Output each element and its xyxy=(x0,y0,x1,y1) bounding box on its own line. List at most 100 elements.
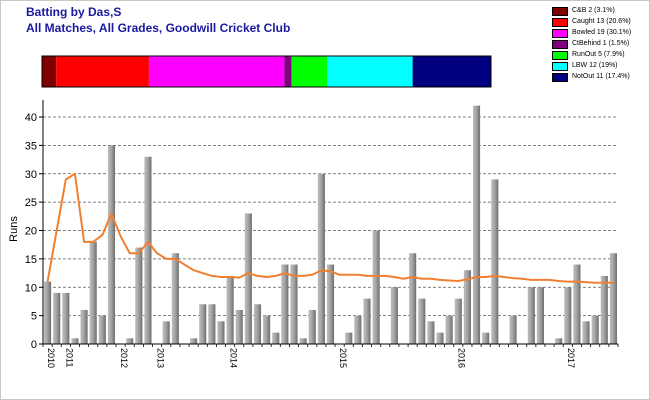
average-line-path xyxy=(46,172,614,284)
axes xyxy=(39,100,619,347)
chart-subtitle: All Matches, All Grades, Goodwill Cricke… xyxy=(26,21,291,35)
year-tick-label: 2013 xyxy=(156,348,166,368)
legend-label: C&B 2 (3.1%) xyxy=(572,7,615,14)
score-bar xyxy=(126,338,134,344)
score-bar xyxy=(281,264,289,344)
legend-swatch xyxy=(552,40,568,49)
score-bar xyxy=(272,332,280,344)
score-bar xyxy=(564,287,572,344)
score-bar xyxy=(555,338,563,344)
score-bar xyxy=(418,298,426,344)
score-bar xyxy=(107,145,116,344)
year-tick-label: 2011 xyxy=(64,348,74,367)
y-axis-label: Runs xyxy=(8,216,20,242)
score-bar xyxy=(527,287,535,344)
year-tick-label: 2014 xyxy=(229,348,239,368)
score-bar xyxy=(62,292,70,344)
score-bar xyxy=(190,338,198,344)
year-tick-label: 2012 xyxy=(119,348,129,368)
legend-swatch xyxy=(552,18,568,27)
score-bar xyxy=(409,253,417,344)
y-tick-label: 15 xyxy=(25,254,37,266)
score-bar xyxy=(299,338,307,344)
legend-label: CtBehind 1 (1.5%) xyxy=(572,40,630,47)
score-bar xyxy=(491,179,499,344)
score-bar xyxy=(162,321,170,344)
y-tick-label: 10 xyxy=(25,282,37,294)
score-bar xyxy=(436,332,444,344)
dismissal-segment xyxy=(291,56,328,87)
y-tick-label: 40 xyxy=(25,112,37,124)
legend-label: RunOut 5 (7.9%) xyxy=(572,51,625,58)
score-bar xyxy=(290,264,298,344)
score-bar xyxy=(600,275,608,344)
legend-swatch xyxy=(552,29,568,38)
y-tick-label: 30 xyxy=(25,169,37,181)
score-bar xyxy=(345,332,353,344)
score-bar xyxy=(472,105,481,345)
score-bar xyxy=(208,304,216,344)
score-bar xyxy=(390,287,398,344)
y-tick-label: 20 xyxy=(25,226,37,238)
score-bar xyxy=(144,156,152,344)
year-tick-label: 2016 xyxy=(457,348,467,368)
legend-swatch xyxy=(552,73,568,82)
score-bar xyxy=(80,309,88,344)
dismissal-segment xyxy=(412,56,491,87)
score-bar xyxy=(98,315,106,344)
score-bar xyxy=(454,298,462,344)
score-bar xyxy=(326,264,335,344)
score-bar xyxy=(609,253,617,344)
score-bar xyxy=(217,321,225,344)
score-bar xyxy=(445,315,453,344)
score-bar xyxy=(463,270,471,344)
score-bar xyxy=(235,309,243,344)
score-bar xyxy=(354,315,362,344)
score-bar xyxy=(44,281,52,344)
year-tick-label: 2015 xyxy=(338,348,348,368)
year-tick-label: 2017 xyxy=(566,348,576,368)
dismissal-segment xyxy=(284,56,292,87)
score-bar xyxy=(509,315,517,344)
score-bar xyxy=(89,241,97,344)
score-bar xyxy=(573,264,581,344)
score-bar xyxy=(135,247,143,344)
score-bar xyxy=(591,315,599,344)
score-bar xyxy=(263,315,271,344)
year-tick-labels: 2010 2011 2012 2013 2014 2015 2016 2017 xyxy=(46,348,576,368)
y-tick-label: 0 xyxy=(31,339,37,351)
score-bar xyxy=(317,173,325,344)
score-bar xyxy=(171,253,179,344)
legend-swatch xyxy=(552,7,568,16)
dismissal-bar-border xyxy=(41,55,492,88)
dismissal-segment xyxy=(327,56,413,87)
average-line xyxy=(46,172,614,284)
y-tick-label: 5 xyxy=(31,311,37,323)
legend-label: LBW 12 (19%) xyxy=(572,62,618,69)
score-bar xyxy=(308,309,316,344)
score-bar xyxy=(226,275,234,344)
y-tick-labels: 0 5 10 15 20 25 30 35 40 xyxy=(25,112,37,351)
score-bar xyxy=(253,304,262,344)
chart-title: Batting by Das,S xyxy=(26,5,122,19)
dismissal-segment xyxy=(42,56,57,87)
legend-label: NotOut 11 (17.4%) xyxy=(572,73,630,80)
dismissal-segment xyxy=(56,56,149,87)
legend-swatch xyxy=(552,51,568,60)
score-bar xyxy=(427,321,435,344)
y-tick-label: 35 xyxy=(25,140,37,152)
score-bar xyxy=(372,230,380,344)
dismissal-segment xyxy=(148,56,285,87)
score-bar xyxy=(482,332,490,344)
legend-label: Caught 13 (20.6%) xyxy=(572,18,631,25)
score-bar xyxy=(199,304,207,344)
legend-label: Bowled 19 (30.1%) xyxy=(572,29,632,36)
legend-swatch xyxy=(552,62,568,71)
score-bar xyxy=(363,298,371,344)
score-bar xyxy=(582,321,590,344)
score-bar xyxy=(244,213,252,344)
y-tick-label: 25 xyxy=(25,197,37,209)
score-bar xyxy=(53,292,61,344)
score-bar xyxy=(71,338,79,344)
score-bars xyxy=(44,105,617,345)
